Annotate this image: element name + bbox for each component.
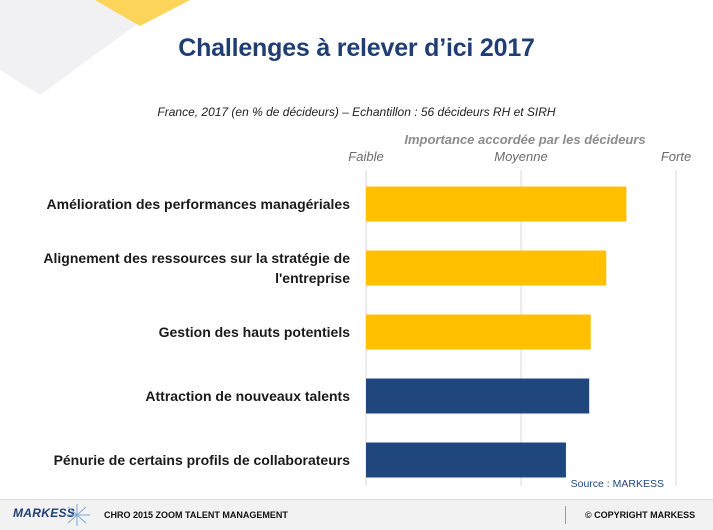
star-icon [64,504,90,526]
footer-bar: MARKESS CHRO 2015 ZOOM TALENT MANAGEMENT… [0,499,713,530]
bar-chart: Faible Moyenne Forte Importance accordée pa… [43,132,691,490]
page-title: Challenges à relever d’ici 2017 [178,34,535,62]
category-label: Amélioration des performances managérial… [47,196,351,212]
bar [366,314,591,350]
footer-divider [565,506,566,524]
scale-label: Forte [661,149,691,164]
axis-title: Importance accordée par les décideurs [404,132,645,147]
markess-logo: MARKESS [13,506,76,520]
category-label: Pénurie de certains profils de collabora… [54,452,351,468]
background-decoration [0,0,190,95]
category-label: Attraction de nouveaux talents [145,388,350,404]
bar [366,186,627,222]
scale-label: Faible [348,149,383,164]
bar [366,442,566,478]
bar [366,250,607,286]
footer-copyright: © COPYRIGHT MARKESS [585,510,696,520]
chart-subtitle: France, 2017 (en % de décideurs) – Echan… [157,105,556,119]
bar [366,378,590,414]
scale-label: Moyenne [494,149,547,164]
category-label: Gestion des hauts potentiels [159,324,351,340]
footer-report-title: CHRO 2015 ZOOM TALENT MANAGEMENT [104,510,288,520]
category-label: l'entreprise [275,270,350,286]
category-label: Alignement des ressources sur la stratég… [43,250,350,266]
source-note: Source : MARKESS [571,478,664,490]
